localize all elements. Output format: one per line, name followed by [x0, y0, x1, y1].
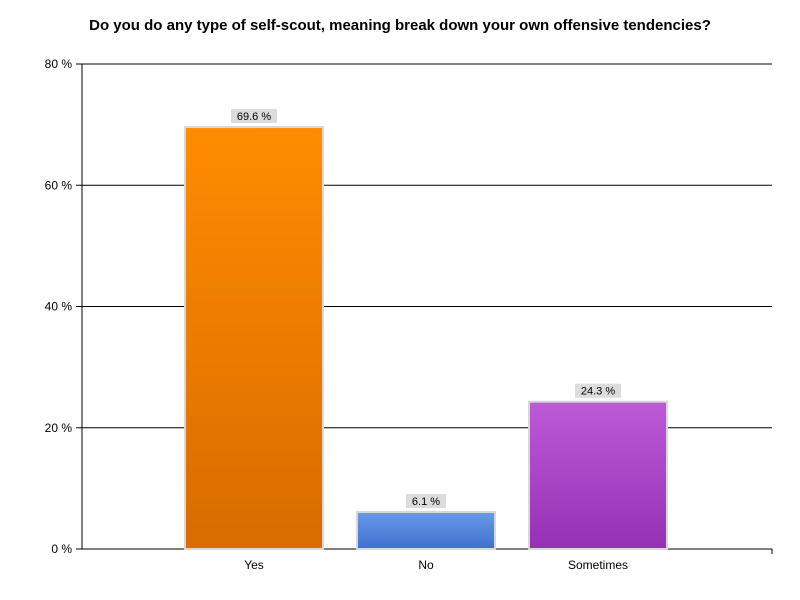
- data-label-bg: [406, 494, 446, 509]
- x-tick-label: Yes: [244, 558, 264, 572]
- x-tick-label: Sometimes: [568, 558, 628, 572]
- data-label: 24.3 %: [581, 386, 615, 398]
- y-tick-label: 60 %: [45, 178, 73, 192]
- data-label: 6.1 %: [412, 496, 440, 508]
- bar-sometimes: [528, 400, 668, 550]
- data-label-bg: [231, 109, 277, 124]
- y-tick-label: 0 %: [51, 542, 72, 556]
- data-labels: 69.6 % 6.1 % 24.3 %: [231, 109, 621, 509]
- bars: [184, 126, 668, 551]
- bar-no: [356, 511, 496, 550]
- y-tick-label: 20 %: [45, 421, 73, 435]
- x-tick-label: No: [418, 558, 434, 572]
- data-label-bg: [575, 383, 621, 398]
- chart-title: Do you do any type of self-scout, meanin…: [89, 17, 711, 34]
- y-tick-label: 40 %: [45, 300, 73, 314]
- bar-yes: [184, 126, 324, 551]
- data-label: 69.6 %: [237, 111, 271, 123]
- y-tick-label: 80 %: [45, 57, 73, 71]
